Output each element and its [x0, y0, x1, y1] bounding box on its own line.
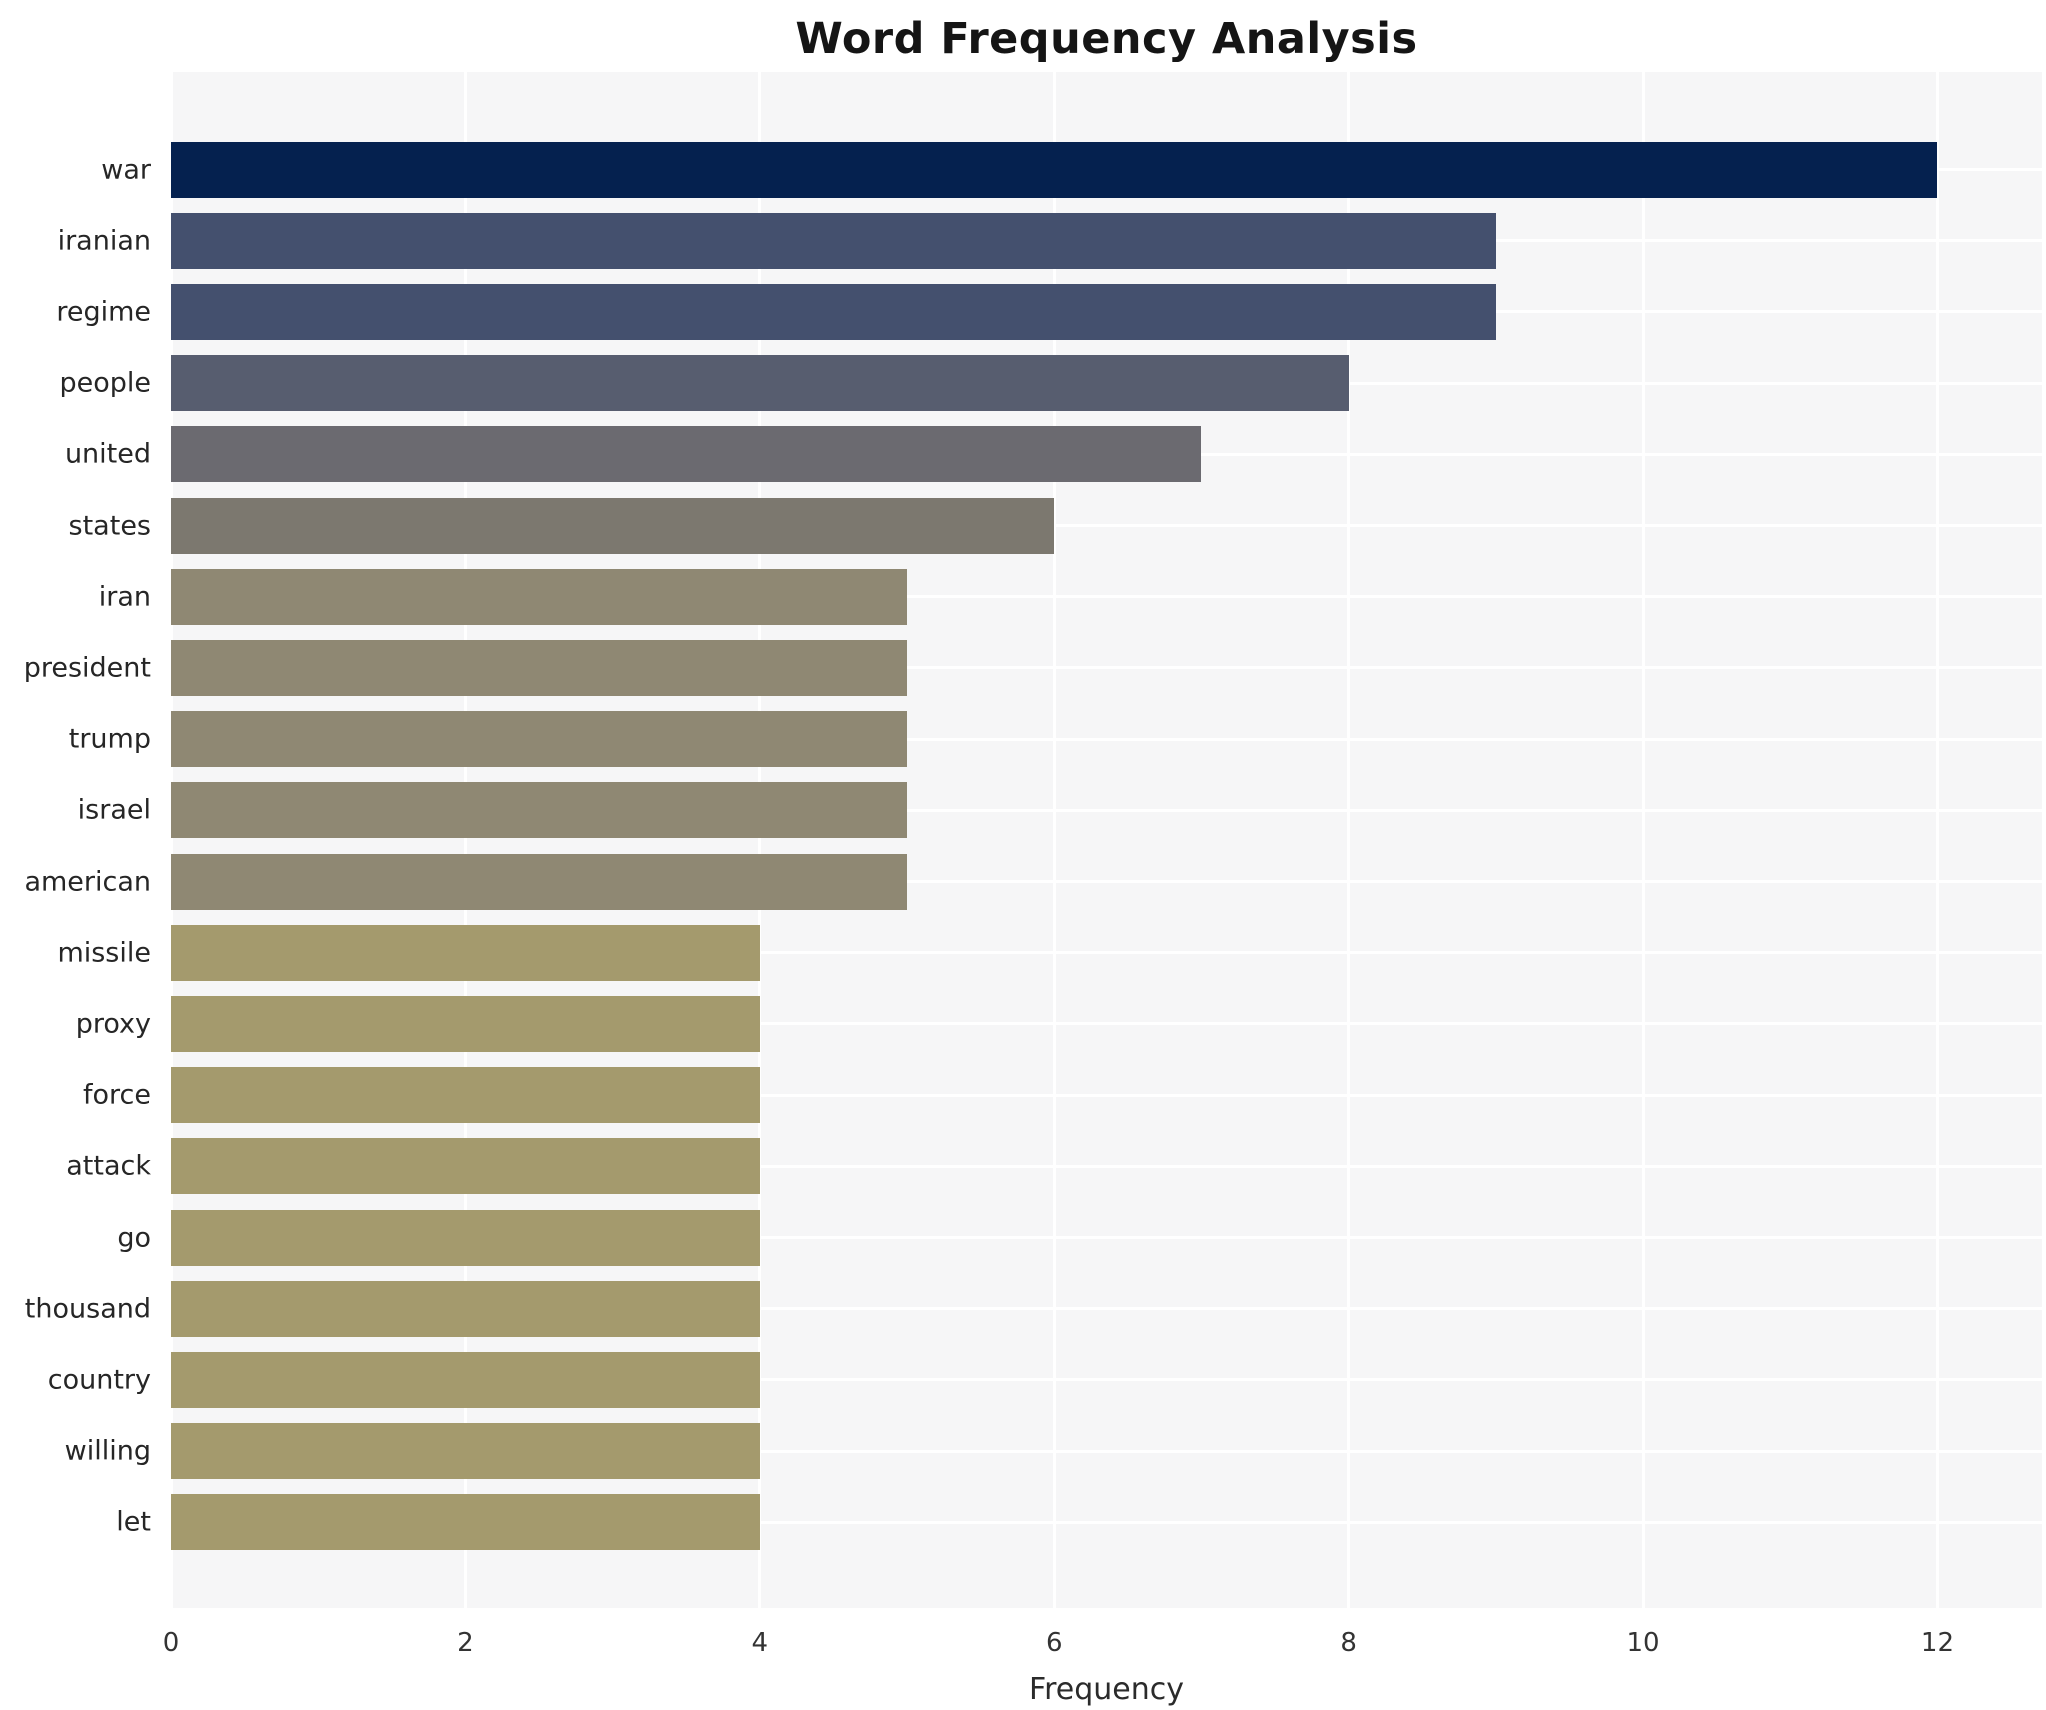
y-tick-label: people — [59, 367, 151, 399]
y-tick-label: president — [23, 652, 151, 684]
y-tick-label: attack — [66, 1150, 151, 1182]
y-axis-labels: war iranian regime people united states iran pr… — [0, 72, 161, 1608]
bar — [171, 212, 1496, 269]
bar — [171, 995, 760, 1052]
plot-area — [171, 72, 2042, 1608]
bar — [171, 1138, 760, 1195]
chart-title: Word Frequency Analysis — [795, 14, 1418, 64]
y-tick-label: israel — [77, 794, 151, 826]
x-gridline — [1052, 72, 1056, 1608]
y-gridline — [171, 1022, 2042, 1026]
y-gridline — [171, 1307, 2042, 1311]
x-tick-label: 12 — [1920, 1628, 1955, 1658]
bar — [171, 1351, 760, 1408]
bar — [171, 1209, 760, 1266]
bar — [171, 355, 1349, 412]
y-tick-label: country — [47, 1364, 151, 1396]
y-tick-label: iran — [98, 581, 151, 613]
y-tick-label: war — [101, 154, 151, 185]
x-tick-label: 6 — [1045, 1628, 1063, 1658]
x-tick-label: 2 — [457, 1628, 474, 1658]
y-tick-label: regime — [56, 296, 151, 328]
bar — [171, 568, 908, 625]
x-gridline — [758, 72, 762, 1608]
y-tick-label: willing — [64, 1435, 151, 1467]
bar — [171, 1280, 760, 1337]
x-gridline — [1935, 72, 1939, 1608]
x-axis-ticks: 0 2 4 6 8 10 12 — [163, 1628, 2042, 1666]
x-tick-label: 0 — [162, 1628, 180, 1658]
y-gridline — [171, 1164, 2042, 1168]
x-tick-label: 10 — [1626, 1628, 1660, 1658]
y-tick-label: iranian — [57, 225, 151, 257]
y-gridline — [171, 951, 2042, 955]
y-gridline — [171, 1520, 2042, 1524]
y-gridline — [171, 524, 2042, 527]
y-tick-label: force — [83, 1079, 151, 1111]
y-tick-label: missile — [57, 937, 151, 969]
y-tick-label: american — [24, 866, 151, 897]
bar — [171, 1494, 760, 1551]
x-axis-title: Frequency — [1029, 1672, 1184, 1707]
y-gridline — [171, 666, 2042, 670]
y-gridline — [171, 1236, 2042, 1239]
bar — [171, 782, 908, 839]
y-gridline — [171, 808, 2042, 812]
bar — [171, 1067, 760, 1124]
y-gridline — [171, 880, 2042, 883]
y-tick-label: let — [116, 1506, 151, 1538]
x-gridline — [463, 72, 467, 1608]
y-tick-label: thousand — [24, 1293, 151, 1325]
x-tick-label: 4 — [751, 1628, 769, 1658]
y-gridline — [171, 737, 2042, 741]
y-gridline — [171, 595, 2042, 599]
bar — [171, 497, 1055, 554]
y-gridline — [171, 1093, 2042, 1097]
x-gridline — [171, 72, 173, 1608]
y-tick-label: trump — [68, 723, 151, 755]
bar — [171, 141, 1938, 198]
bar — [171, 283, 1496, 340]
y-tick-label: proxy — [75, 1008, 151, 1040]
y-gridline — [171, 1449, 2042, 1453]
y-tick-label: states — [68, 510, 151, 541]
bar — [171, 639, 908, 696]
y-tick-label: united — [64, 438, 151, 470]
x-gridline — [1347, 72, 1351, 1608]
bar — [171, 853, 908, 910]
x-gridline — [1641, 72, 1645, 1608]
bar — [171, 1423, 760, 1480]
bar — [171, 711, 908, 768]
y-gridline — [171, 1378, 2042, 1382]
x-tick-label: 8 — [1340, 1628, 1357, 1658]
bar — [171, 426, 1202, 483]
bar — [171, 924, 760, 981]
y-tick-label: go — [117, 1222, 151, 1253]
